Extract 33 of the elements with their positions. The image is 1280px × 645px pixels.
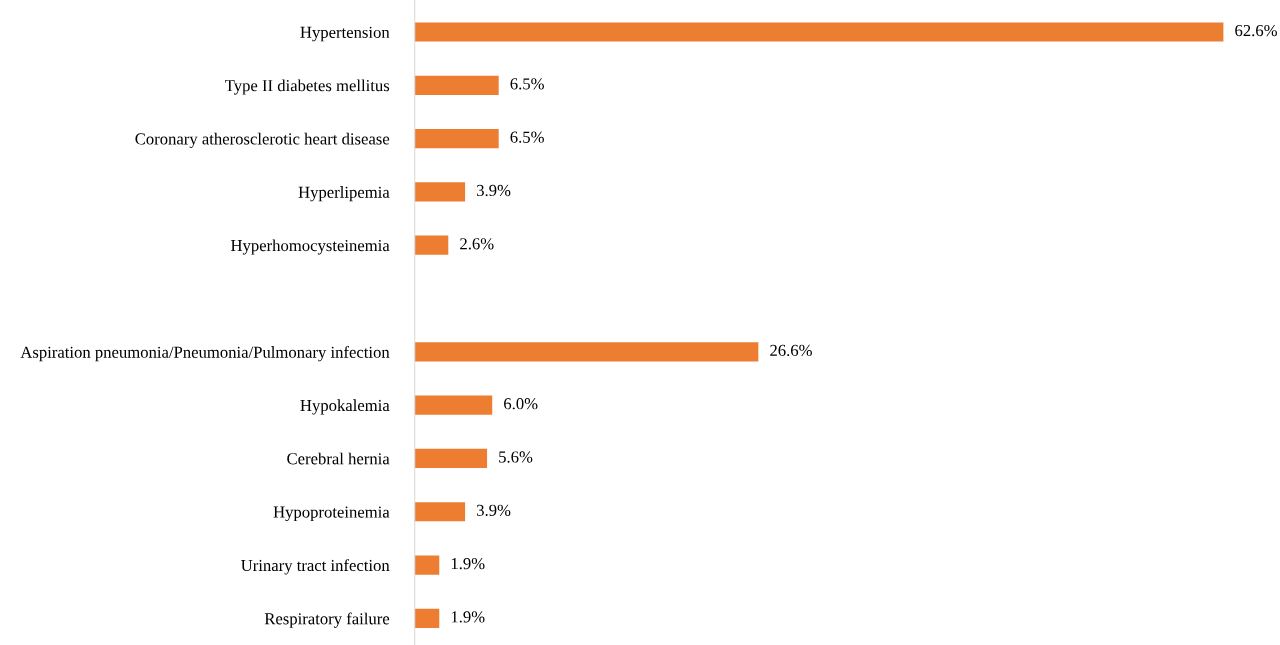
data-label: 5.6% xyxy=(499,451,533,463)
data-label: 6.5% xyxy=(510,131,544,143)
y-tick-label: Hypertension xyxy=(300,26,390,42)
bar xyxy=(414,608,440,628)
y-tick-label: Hypokalemia xyxy=(300,399,390,415)
data-label: 62.6% xyxy=(1235,24,1277,37)
bar xyxy=(414,342,759,362)
bar xyxy=(414,182,466,202)
data-label: 1.9% xyxy=(451,557,485,570)
y-tick-label: Hyperlipemia xyxy=(298,186,390,202)
y-tick-label: Urinary tract infection xyxy=(241,559,390,575)
bar xyxy=(414,22,1224,42)
data-label: 3.9% xyxy=(477,184,511,197)
data-label: 1.9% xyxy=(451,611,485,623)
y-tick-label: Aspiration pneumonia/Pneumonia/Pulmonary infection xyxy=(20,345,390,362)
bar xyxy=(414,129,499,149)
data-label: 26.6% xyxy=(770,344,812,357)
y-tick-label: Hyperhomocysteinemia xyxy=(230,239,390,255)
data-label: 3.9% xyxy=(477,504,511,516)
data-label: 6.0% xyxy=(504,398,538,410)
bar xyxy=(414,395,493,415)
y-tick-label: Coronary atherosclerotic heart disease xyxy=(135,132,390,148)
y-tick-label: Cerebral hernia xyxy=(287,452,390,465)
bar xyxy=(414,555,440,575)
data-label: 6.5% xyxy=(510,78,544,90)
bar xyxy=(414,448,488,469)
y-tick-label: Respiratory failure xyxy=(264,612,390,628)
y-tick-label: Type II diabetes mellitus xyxy=(225,79,390,95)
bar xyxy=(414,235,449,255)
y-tick-label: Hypoproteinemia xyxy=(273,506,390,522)
bar xyxy=(414,75,499,95)
data-label: 2.6% xyxy=(460,238,494,250)
bar xyxy=(414,502,466,522)
